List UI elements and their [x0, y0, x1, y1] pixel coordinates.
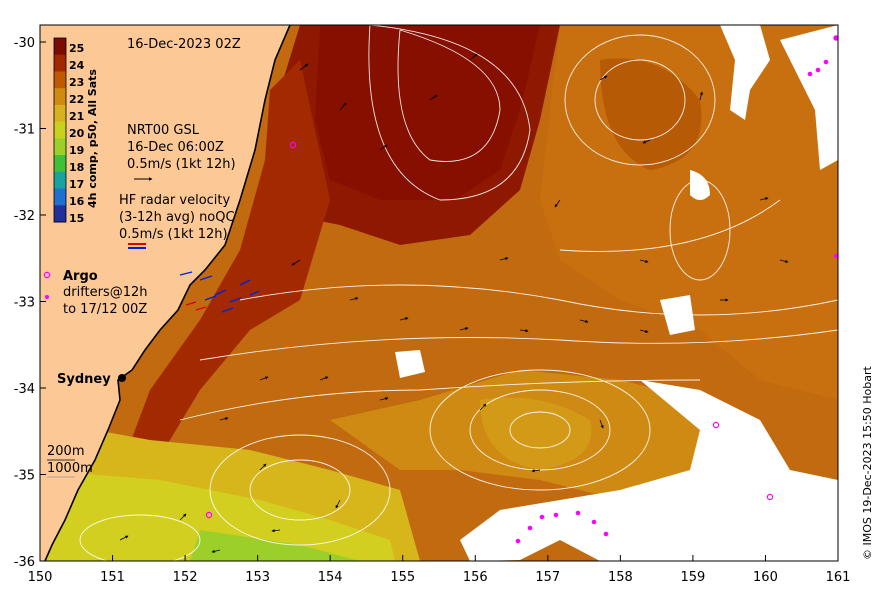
colorbar-swatch	[54, 121, 66, 139]
colorbar-tick-label: 21	[69, 110, 84, 123]
argo-label: Argo	[63, 269, 98, 284]
colorbar-frame	[53, 37, 67, 223]
drifter-marker-icon	[45, 295, 49, 299]
y-tick-label: -36	[14, 555, 35, 570]
colorbar-swatch	[54, 205, 66, 223]
colorbar-tick-label: 23	[69, 76, 84, 89]
colorbar-swatch	[54, 104, 66, 123]
colorbar-swatch	[54, 188, 66, 206]
colorbar-tick-label: 25	[69, 42, 84, 55]
city-dot-icon	[118, 374, 126, 382]
x-tick-label: 155	[390, 570, 415, 585]
isobath-1000m-label: 1000m	[47, 461, 93, 476]
isobath-legend: 200m 1000m	[47, 444, 93, 478]
y-tick-label: -35	[14, 469, 35, 484]
colorbar: 25 24 23 22 21 20 19 18 17 16 15 4h comp, p50, All…	[53, 37, 99, 225]
colorbar-swatch	[54, 155, 66, 173]
colorbar-swatch	[54, 38, 66, 56]
colorbar-label: 4h comp, p50, All Sats	[86, 69, 99, 208]
hf-radar-line3: 0.5m/s (1kt 12h)	[119, 227, 228, 242]
sydney-marker: Sydney	[57, 372, 126, 387]
x-tick-label: 154	[318, 570, 343, 585]
credit-text: © IMOS 19-Dec-2023 15:50 Hobart	[861, 365, 874, 560]
velocity-vectors	[119, 53, 789, 553]
y-tick-label: -31	[14, 123, 35, 138]
isobath-200m-label: 200m	[47, 444, 84, 459]
x-tick-label: 160	[753, 570, 778, 585]
plot-area	[40, 25, 838, 561]
drifters-line1: drifters@12h	[63, 285, 148, 300]
colorbar-swatch	[54, 171, 66, 190]
y-tick-label: -30	[14, 36, 35, 51]
gsl-line2: 16-Dec 06:00Z	[127, 140, 224, 155]
hf-radar-vectors	[179, 271, 260, 313]
colorbar-swatch	[54, 138, 66, 156]
hf-radar-line1: HF radar velocity	[119, 193, 231, 208]
x-tick-label: 159	[680, 570, 705, 585]
colorbar-tick-label: 17	[69, 178, 84, 191]
plot-frame	[39, 24, 839, 562]
hf-radar-legend: HF radar velocity (3-12h avg) noQC 0.5m/…	[119, 193, 235, 249]
colorbar-tick-label: 16	[69, 195, 85, 208]
colorbar-tick-label: 22	[69, 93, 84, 106]
x-tick-label: 158	[608, 570, 633, 585]
x-tick-label: 151	[100, 570, 125, 585]
coastline	[44, 25, 291, 561]
argo-drifters	[205, 35, 838, 544]
x-axis: 150 151 152 153 154 155 156 157 158 159 160 161	[28, 555, 851, 585]
x-tick-label: 153	[245, 570, 270, 585]
y-tick-label: -32	[14, 209, 35, 224]
gsl-legend: NRT00 GSL 16-Dec 06:00Z 0.5m/s (1kt 12h)	[127, 123, 236, 181]
colorbar-tick-label: 15	[69, 212, 84, 225]
x-tick-label: 161	[826, 570, 851, 585]
y-tick-label: -33	[14, 296, 35, 311]
coastal-current-region	[120, 60, 330, 470]
ssh-contours	[79, 25, 838, 561]
no-data-region	[720, 25, 770, 120]
hf-radar-line2: (3-12h avg) noQC	[119, 210, 235, 225]
argo-legend: Argo drifters@12h to 17/12 00Z	[43, 269, 148, 317]
y-axis: -30 -31 -32 -33 -34 -35 -36	[14, 36, 46, 570]
colorbar-tick-label: 20	[69, 127, 85, 140]
drifters-line2: to 17/12 00Z	[63, 302, 147, 317]
gsl-line3: 0.5m/s (1kt 12h)	[127, 157, 236, 172]
timestamp-label: 16-Dec-2023 02Z	[127, 37, 241, 52]
x-tick-label: 157	[535, 570, 560, 585]
x-tick-label: 156	[463, 570, 488, 585]
x-tick-label: 152	[173, 570, 198, 585]
sydney-label: Sydney	[57, 372, 111, 387]
colorbar-tick-label: 24	[69, 59, 85, 72]
colorbar-tick-label: 19	[69, 144, 84, 157]
colorbar-swatch	[54, 54, 66, 72]
y-tick-label: -34	[14, 382, 35, 397]
argo-marker-icon	[43, 271, 51, 279]
land-australia	[40, 25, 290, 561]
x-tick-label: 150	[28, 570, 53, 585]
colorbar-swatch	[54, 71, 66, 89]
colorbar-swatch	[54, 88, 66, 106]
gsl-line1: NRT00 GSL	[127, 123, 200, 138]
colorbar-tick-label: 18	[69, 161, 84, 174]
